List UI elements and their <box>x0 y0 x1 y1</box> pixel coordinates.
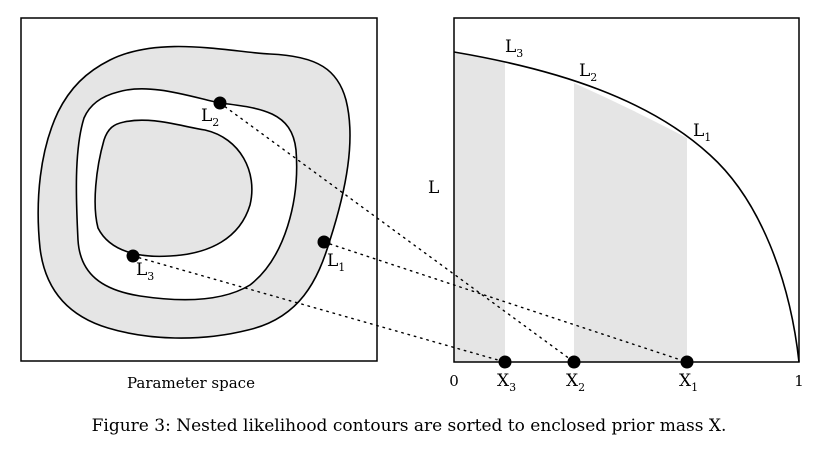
parameter-space-panel: L2 L1 L3 Parameter space <box>20 17 378 392</box>
figure-caption: Figure 3: Nested likelihood contours are… <box>92 416 727 436</box>
likelihood-curve <box>453 51 800 363</box>
shade-band-x3 <box>454 52 505 362</box>
shade-band-x2-x1 <box>574 83 687 362</box>
point-label-l2: L2 <box>201 106 219 129</box>
x1-marker <box>680 355 694 369</box>
likelihood-panel: L3 L2 L1 L 0 1 X3 X2 X1 <box>428 17 804 394</box>
connector-l2-x2 <box>219 102 575 363</box>
x-tick-1: 1 <box>794 372 804 390</box>
x-label-x1: X1 <box>679 371 698 394</box>
connector-l1-x1 <box>323 241 688 363</box>
curve-label-l1: L1 <box>693 121 711 144</box>
connector-l3-x3 <box>132 255 506 363</box>
point-label-l1: L1 <box>327 251 345 274</box>
likelihood-frame <box>453 17 800 363</box>
x2-marker <box>567 355 581 369</box>
connector-lines <box>132 102 688 363</box>
x-label-x2: X2 <box>566 371 585 394</box>
curve-label-l2: L2 <box>579 61 597 84</box>
x-tick-0: 0 <box>449 372 459 390</box>
x3-marker <box>498 355 512 369</box>
point-label-l3: L3 <box>136 260 154 283</box>
curve-label-l3: L3 <box>505 37 523 60</box>
contour-l3 <box>94 119 253 258</box>
parameter-space-label: Parameter space <box>127 374 255 392</box>
y-axis-label: L <box>428 178 439 198</box>
x-label-x3: X3 <box>497 371 516 394</box>
